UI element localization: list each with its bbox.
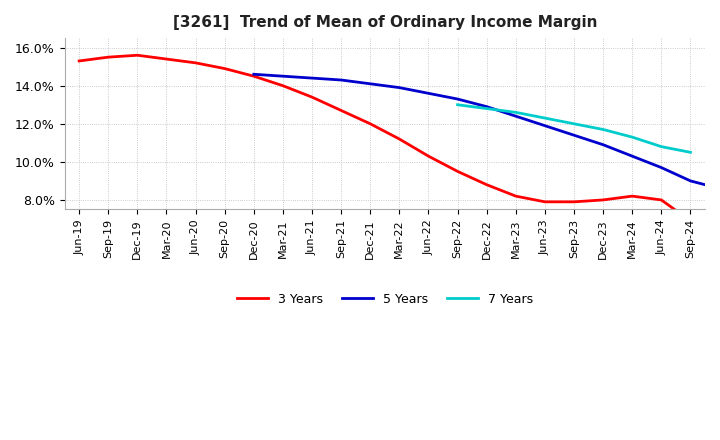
5 Years <box>482 104 491 109</box>
7 Years <box>657 144 666 149</box>
5 Years <box>307 75 316 81</box>
5 Years <box>366 81 374 86</box>
5 Years <box>337 77 346 83</box>
3 Years <box>133 53 142 58</box>
7 Years <box>454 102 462 107</box>
7 Years <box>511 110 520 115</box>
Legend: 3 Years, 5 Years, 7 Years: 3 Years, 5 Years, 7 Years <box>232 288 538 311</box>
3 Years <box>395 136 404 142</box>
5 Years <box>279 73 287 79</box>
7 Years <box>482 106 491 111</box>
3 Years <box>366 121 374 126</box>
3 Years <box>657 197 666 202</box>
5 Years <box>599 142 608 147</box>
3 Years <box>192 60 200 66</box>
3 Years <box>686 218 695 224</box>
3 Years <box>104 55 112 60</box>
3 Years <box>220 66 229 71</box>
5 Years <box>424 91 433 96</box>
3 Years <box>307 95 316 100</box>
3 Years <box>541 199 549 205</box>
3 Years <box>250 73 258 79</box>
5 Years <box>511 114 520 119</box>
Line: 5 Years: 5 Years <box>254 74 719 188</box>
5 Years <box>570 132 578 138</box>
5 Years <box>395 85 404 90</box>
3 Years <box>482 182 491 187</box>
3 Years <box>75 59 84 64</box>
3 Years <box>279 83 287 88</box>
7 Years <box>541 115 549 121</box>
3 Years <box>628 194 636 199</box>
5 Years <box>686 178 695 183</box>
7 Years <box>599 127 608 132</box>
3 Years <box>424 154 433 159</box>
Title: [3261]  Trend of Mean of Ordinary Income Margin: [3261] Trend of Mean of Ordinary Income … <box>173 15 597 30</box>
7 Years <box>628 135 636 140</box>
5 Years <box>454 96 462 102</box>
3 Years <box>511 194 520 199</box>
5 Years <box>541 123 549 128</box>
3 Years <box>599 197 608 202</box>
5 Years <box>715 186 720 191</box>
Line: 3 Years: 3 Years <box>79 55 690 221</box>
5 Years <box>250 72 258 77</box>
Line: 7 Years: 7 Years <box>458 105 690 152</box>
7 Years <box>570 121 578 126</box>
3 Years <box>454 169 462 174</box>
5 Years <box>657 165 666 170</box>
7 Years <box>686 150 695 155</box>
3 Years <box>570 199 578 205</box>
3 Years <box>162 56 171 62</box>
5 Years <box>628 154 636 159</box>
3 Years <box>337 108 346 113</box>
